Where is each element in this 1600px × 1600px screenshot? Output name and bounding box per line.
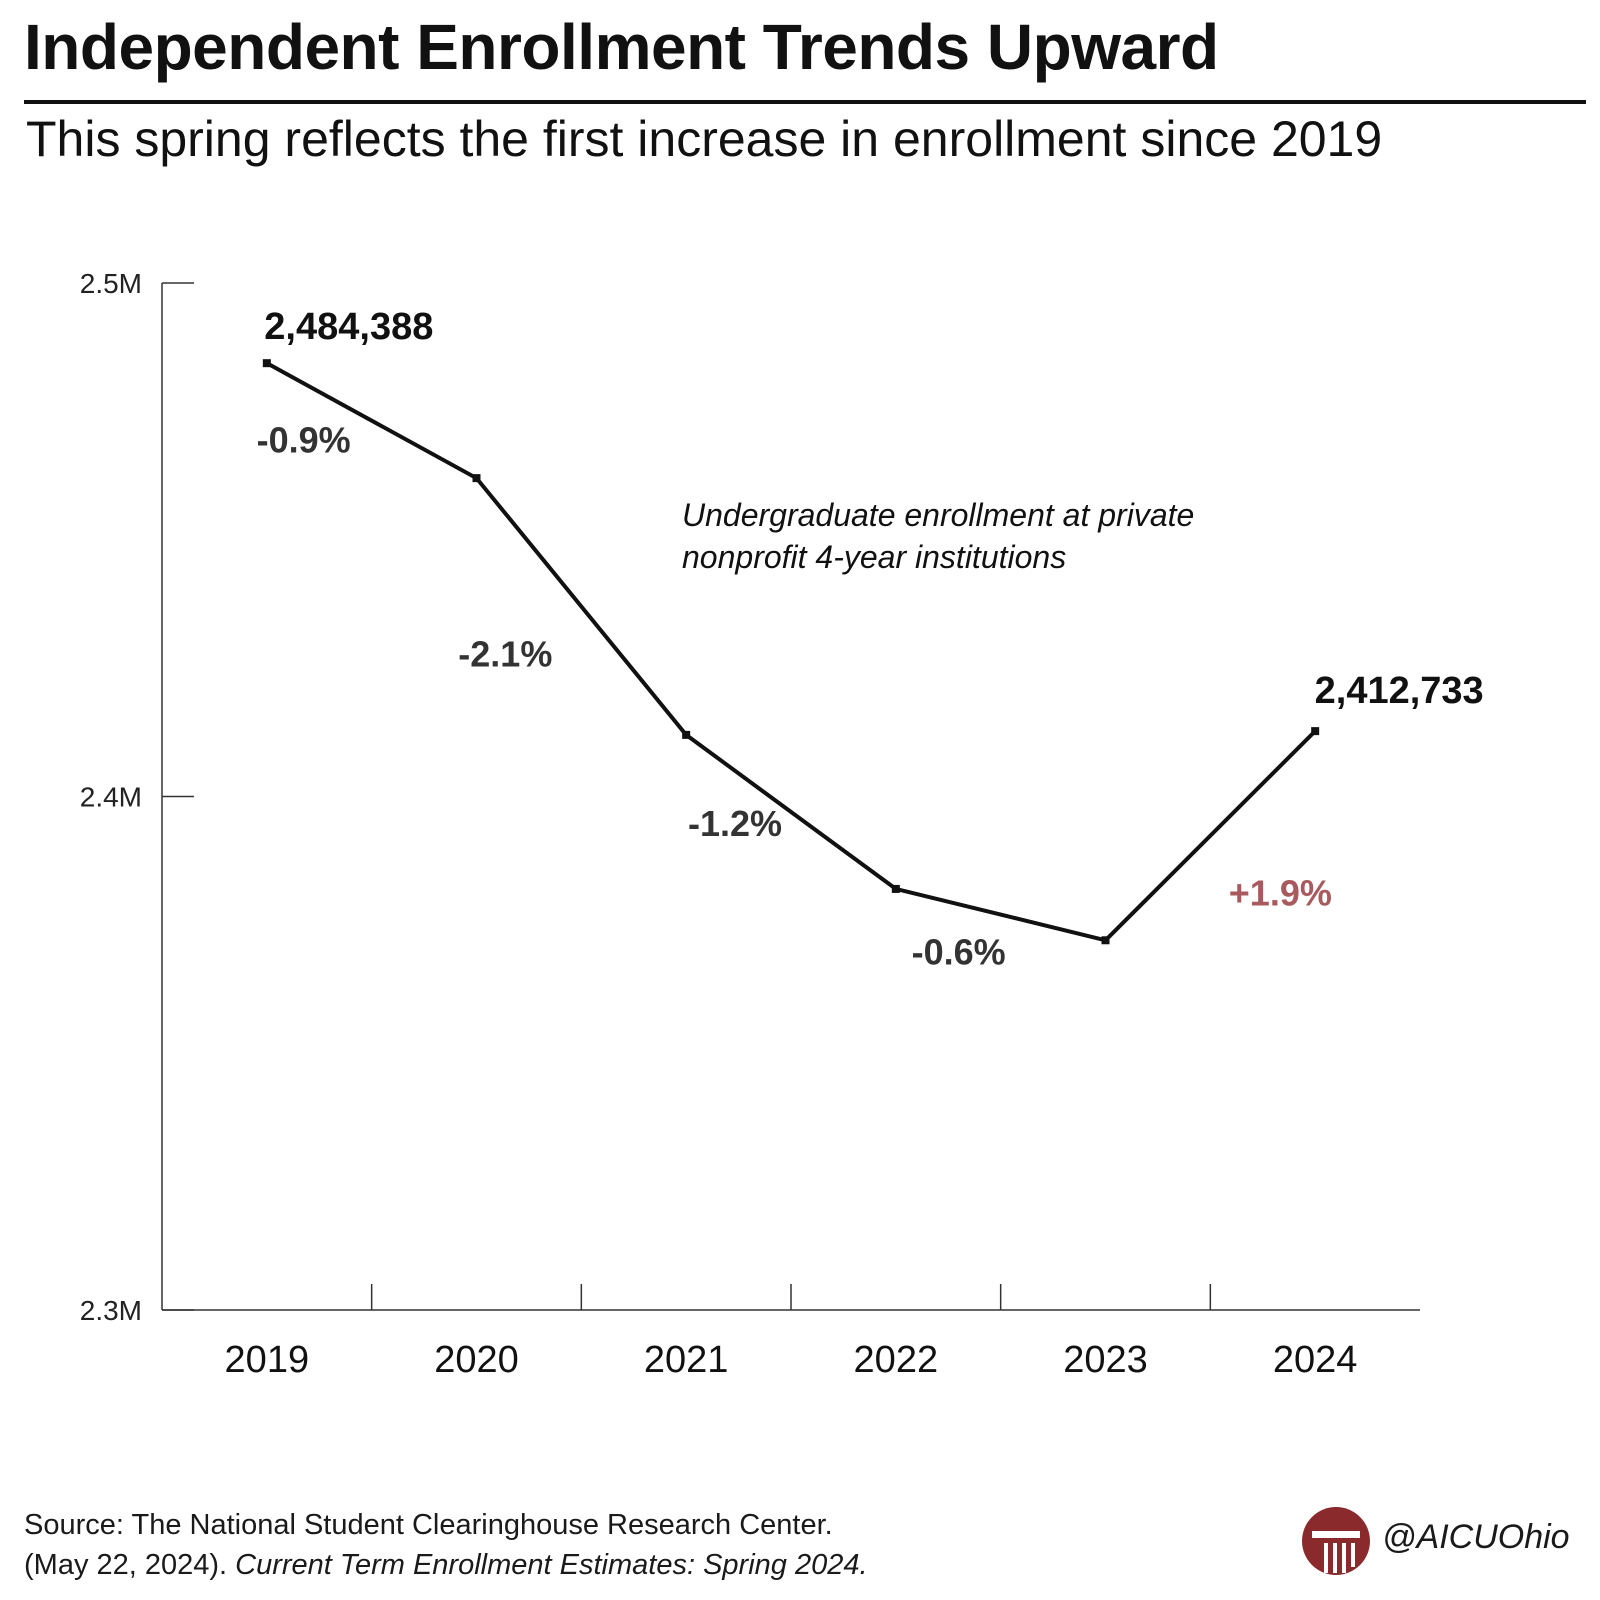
- change-label: -0.9%: [257, 420, 351, 461]
- y-tick-labels: 2.3M 2.4M 2.5M: [80, 268, 142, 1326]
- data-point: [1101, 936, 1110, 945]
- x-tick-label: 2024: [1273, 1339, 1358, 1381]
- y-tick-label: 2.4M: [80, 782, 142, 813]
- x-tick-label: 2020: [434, 1339, 519, 1381]
- data-label: 2,484,388: [264, 306, 433, 348]
- column-logo-icon: [1302, 1507, 1370, 1575]
- data-labels: 2,484,388 2,412,733 -0.9% -2.1% -1.2% -0.6% +1…: [257, 306, 1484, 972]
- data-point: [262, 359, 271, 368]
- x-tick-label: 2019: [225, 1339, 310, 1381]
- annotation-line: Undergraduate enrollment at private: [682, 497, 1194, 533]
- source-footer: Source: The National Student Clearinghou…: [24, 1505, 868, 1585]
- source-line-2: (May 22, 2024). Current Term Enrollment …: [24, 1545, 868, 1585]
- source-date: (May 22, 2024).: [24, 1549, 236, 1581]
- source-report-title: Current Term Enrollment Estimates: Sprin…: [235, 1549, 868, 1581]
- data-point: [1311, 727, 1320, 736]
- data-point: [891, 884, 900, 893]
- x-tick-label: 2021: [644, 1339, 729, 1381]
- series-line: [265, 361, 1317, 943]
- chart-title: Independent Enrollment Trends Upward: [24, 11, 1219, 83]
- chart-subtitle: This spring reflects the first increase …: [26, 111, 1383, 167]
- y-tick-label: 2.5M: [80, 268, 142, 299]
- x-tick-label: 2022: [854, 1339, 939, 1381]
- brand-handle: @AICUOhio: [1382, 1518, 1570, 1556]
- change-label: -0.6%: [912, 932, 1006, 973]
- chart-axes: [161, 282, 1420, 1311]
- change-label: +1.9%: [1229, 873, 1332, 914]
- source-line-1: Source: The National Student Clearinghou…: [24, 1509, 833, 1541]
- title-rule: [24, 100, 1586, 104]
- y-tick-label: 2.3M: [80, 1295, 142, 1326]
- data-point: [682, 730, 691, 739]
- annotation-line: nonprofit 4-year institutions: [682, 539, 1066, 575]
- change-label: -2.1%: [458, 634, 552, 675]
- x-tick-label: 2023: [1063, 1339, 1148, 1381]
- change-label: -1.2%: [688, 803, 782, 844]
- line-chart: 2.3M 2.4M 2.5M 2019 2020 2021 2022 2023 2024 2,…: [80, 268, 1484, 1381]
- chart-annotation: Undergraduate enrollment at private nonpr…: [682, 497, 1194, 575]
- x-tick-labels: 2019 2020 2021 2022 2023 2024: [225, 1339, 1358, 1381]
- series-group: [262, 359, 1320, 945]
- data-point: [472, 474, 481, 483]
- data-label: 2,412,733: [1315, 670, 1484, 712]
